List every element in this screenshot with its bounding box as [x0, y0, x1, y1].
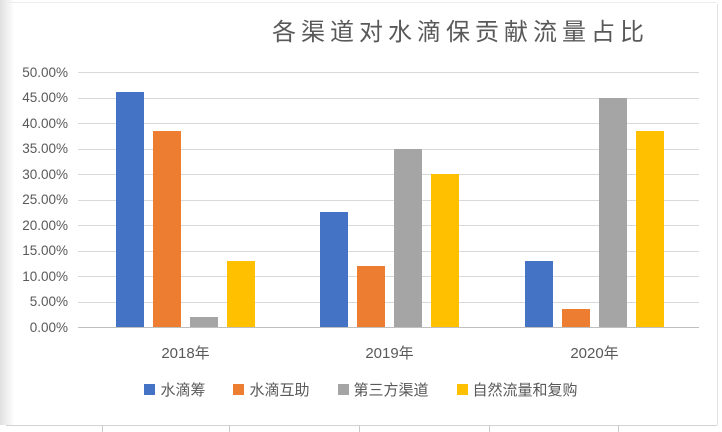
legend-swatch-icon: [456, 384, 468, 395]
y-tick-label: 0.00%: [29, 319, 68, 335]
bar-水滴筹-2020年[interactable]: [525, 260, 553, 327]
bar-第三方渠道-2020年[interactable]: [599, 97, 627, 327]
y-tick-label: 35.00%: [22, 141, 68, 156]
legend-label: 水滴筹: [160, 382, 206, 399]
y-tick-label: 25.00%: [22, 192, 68, 207]
legend-item-水滴互助[interactable]: 水滴互助: [233, 379, 310, 400]
spreadsheet-column-border: [489, 426, 490, 432]
x-axis-line: [78, 327, 699, 328]
chart-frame-top: [8, 2, 716, 3]
legend-item-第三方渠道[interactable]: 第三方渠道: [337, 379, 429, 400]
bar-自然流量和复购-2020年[interactable]: [636, 130, 664, 327]
x-tick-label: 2019年: [365, 345, 414, 362]
gridline: [78, 97, 699, 99]
bar-第三方渠道-2019年[interactable]: [394, 148, 422, 327]
bar-水滴互助-2018年[interactable]: [153, 130, 181, 327]
legend-item-水滴筹[interactable]: 水滴筹: [144, 379, 205, 400]
spreadsheet-column-border: [359, 426, 360, 432]
chart-frame-right: [717, 4, 718, 425]
legend-swatch-icon: [233, 384, 245, 395]
x-tick-label: 2018年: [161, 345, 210, 362]
chart-title[interactable]: 各渠道对水滴保贡献流量占比: [272, 19, 649, 46]
gridline: [78, 276, 699, 277]
gridline: [78, 225, 699, 226]
legend-swatch-icon: [337, 384, 349, 395]
bar-自然流量和复购-2019年[interactable]: [431, 174, 459, 327]
y-tick-label: 40.00%: [22, 115, 68, 131]
left-edge-shadow: [0, 0, 16, 425]
gridline: [78, 174, 699, 175]
y-tick-label: 30.00%: [22, 166, 68, 182]
legend-label: 第三方渠道: [353, 382, 429, 399]
bar-自然流量和复购-2018年[interactable]: [227, 260, 255, 327]
gridline: [78, 72, 699, 73]
spreadsheet-column-border: [618, 426, 619, 432]
chart-legend: 水滴筹 水滴互助 第三方渠道 自然流量和复购: [0, 379, 722, 400]
gridline: [78, 301, 699, 303]
legend-item-自然流量和复购[interactable]: 自然流量和复购: [456, 379, 578, 400]
y-tick-label: 20.00%: [22, 217, 68, 233]
bar-水滴筹-2019年[interactable]: [320, 212, 348, 327]
y-tick-label: 45.00%: [22, 90, 68, 105]
y-tick-label: 5.00%: [29, 294, 68, 309]
y-tick-label: 10.00%: [22, 268, 68, 284]
x-tick-label: 2020年: [570, 345, 619, 362]
gridline: [78, 148, 699, 150]
gridline: [78, 199, 699, 201]
bar-水滴互助-2020年[interactable]: [562, 309, 590, 327]
chart-frame-bottom: [6, 425, 717, 426]
legend-label: 自然流量和复购: [472, 382, 578, 399]
spreadsheet-column-border: [229, 426, 230, 432]
spreadsheet-column-border: [102, 426, 103, 432]
bar-水滴互助-2019年[interactable]: [357, 265, 385, 327]
gridline: [78, 250, 699, 252]
legend-label: 水滴互助: [249, 382, 310, 399]
y-tick-label: 50.00%: [22, 64, 68, 80]
gridline: [78, 123, 699, 124]
bar-水滴筹-2018年[interactable]: [116, 92, 144, 327]
bar-第三方渠道-2018年[interactable]: [190, 316, 218, 327]
y-tick-label: 15.00%: [22, 243, 68, 258]
legend-swatch-icon: [144, 384, 156, 395]
